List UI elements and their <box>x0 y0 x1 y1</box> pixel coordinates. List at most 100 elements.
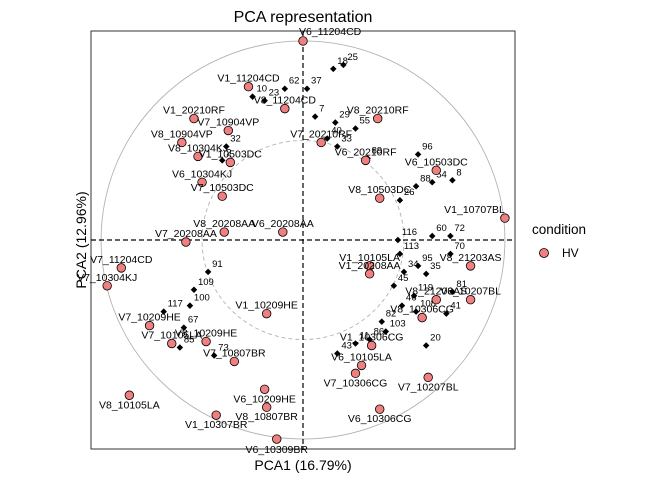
sample-label: V7_10207BL <box>398 381 459 393</box>
variable-label: 91 <box>212 259 223 270</box>
variable-marker <box>210 352 218 359</box>
variable-label: 88 <box>420 173 431 184</box>
sample-label: V8_10306CG <box>390 304 454 316</box>
variable-marker <box>334 350 341 357</box>
variable-marker <box>281 85 289 92</box>
variable-label: 11 <box>359 331 369 342</box>
sample-point <box>500 213 510 223</box>
variable-label: 54 <box>436 169 447 180</box>
sample-point <box>465 295 476 305</box>
variable-marker <box>396 250 404 258</box>
variable-marker <box>323 135 331 142</box>
sample-label: V6_10306CG <box>348 413 412 425</box>
variable-label: 37 <box>311 76 322 87</box>
variable-marker <box>449 177 456 184</box>
variable-marker <box>400 268 408 276</box>
variable-label: 20 <box>430 332 441 343</box>
sample-label: V8_10904VP <box>151 128 213 140</box>
variable-marker <box>412 308 420 315</box>
sample-point <box>217 191 227 201</box>
variable-label: 116 <box>402 227 417 238</box>
sample-point <box>219 227 229 237</box>
sample-point <box>144 320 155 331</box>
sample-label: V1_10707BL <box>444 204 505 216</box>
legend-title: condition <box>532 222 586 237</box>
variable-marker <box>261 97 268 104</box>
sample-point <box>116 263 126 273</box>
variable-marker <box>428 179 436 186</box>
variable-label: 95 <box>422 253 433 264</box>
sample-label: V8_20208AA <box>193 218 255 230</box>
sample-point <box>350 368 361 379</box>
variable-marker <box>428 232 436 240</box>
variable-marker <box>303 85 311 92</box>
variable-label: 43 <box>341 340 352 351</box>
sample-point <box>364 269 375 279</box>
variable-label: 113 <box>404 241 419 252</box>
sample-label: V6_10105LA <box>331 351 392 363</box>
variable-label: 109 <box>198 277 214 288</box>
variable-marker <box>396 196 404 204</box>
variable-marker <box>223 143 230 150</box>
variable-marker <box>410 292 418 299</box>
variable-label: 72 <box>454 223 465 234</box>
sample-label: V1_10503DC <box>199 148 262 160</box>
sample-label: V1_20210RF <box>163 105 225 117</box>
sample-label: V8_21203AS <box>405 286 467 298</box>
sample-point <box>261 308 272 319</box>
variable-label: 119 <box>418 283 433 294</box>
variable-marker <box>186 302 194 309</box>
variable-label: 29 <box>339 110 350 121</box>
variable-marker <box>414 262 422 270</box>
sample-point <box>375 404 385 414</box>
variable-marker <box>449 288 456 296</box>
sample-point <box>373 113 383 124</box>
sample-point <box>197 177 207 187</box>
variable-label: 23 <box>269 88 280 99</box>
sample-label: V1_10209HE <box>235 300 297 312</box>
sample-point <box>298 36 308 46</box>
chart-title: PCA representation <box>234 9 373 26</box>
sample-point <box>167 338 177 349</box>
sample-point <box>356 360 367 371</box>
variable-marker <box>390 282 398 290</box>
sample-label: V7_10807BR <box>203 347 266 359</box>
sample-label: V8_10807BR <box>235 411 298 423</box>
sample-label: V8_20210RF <box>347 105 409 117</box>
sample-point <box>417 312 427 323</box>
sample-point <box>272 434 282 444</box>
variable-marker <box>447 232 454 240</box>
sample-label: V8_10105LA <box>99 399 160 411</box>
y-axis-label: PCA2 (12.96%) <box>73 191 89 288</box>
variable-marker <box>204 268 212 276</box>
sample-point <box>280 103 290 114</box>
sample-label: V8_11204CD <box>254 95 317 107</box>
sample-label: V6_10207BL <box>440 286 501 298</box>
variable-marker <box>311 113 319 120</box>
sample-point <box>193 151 203 162</box>
sample-label: V7_11204CD <box>90 254 153 266</box>
sample-point <box>465 261 476 271</box>
variable-label: 86 <box>374 327 385 338</box>
variable-marker <box>414 151 422 158</box>
variable-label: 81 <box>456 279 467 290</box>
sample-label: V7_10209HE <box>118 312 180 324</box>
sample-point <box>366 340 377 351</box>
sample-point <box>201 336 211 347</box>
sample-point <box>375 193 385 203</box>
variable-label: 108 <box>420 299 436 310</box>
sample-label: V6_20210RF <box>335 146 397 158</box>
sample-point <box>278 227 288 237</box>
sample-point <box>102 281 112 291</box>
variable-label: 100 <box>194 293 210 304</box>
sample-label: V7_20210RF <box>290 128 352 140</box>
sample-point <box>189 113 199 124</box>
variable-marker <box>160 308 167 315</box>
sample-label: V6_10304KJ <box>172 168 232 180</box>
sample-point <box>124 390 135 400</box>
sample-point <box>261 402 272 412</box>
variable-marker <box>249 93 256 100</box>
sample-point <box>229 356 240 367</box>
sample-label: V8_10503DC <box>348 184 411 196</box>
sample-label: V8_10304KJ <box>168 142 228 154</box>
